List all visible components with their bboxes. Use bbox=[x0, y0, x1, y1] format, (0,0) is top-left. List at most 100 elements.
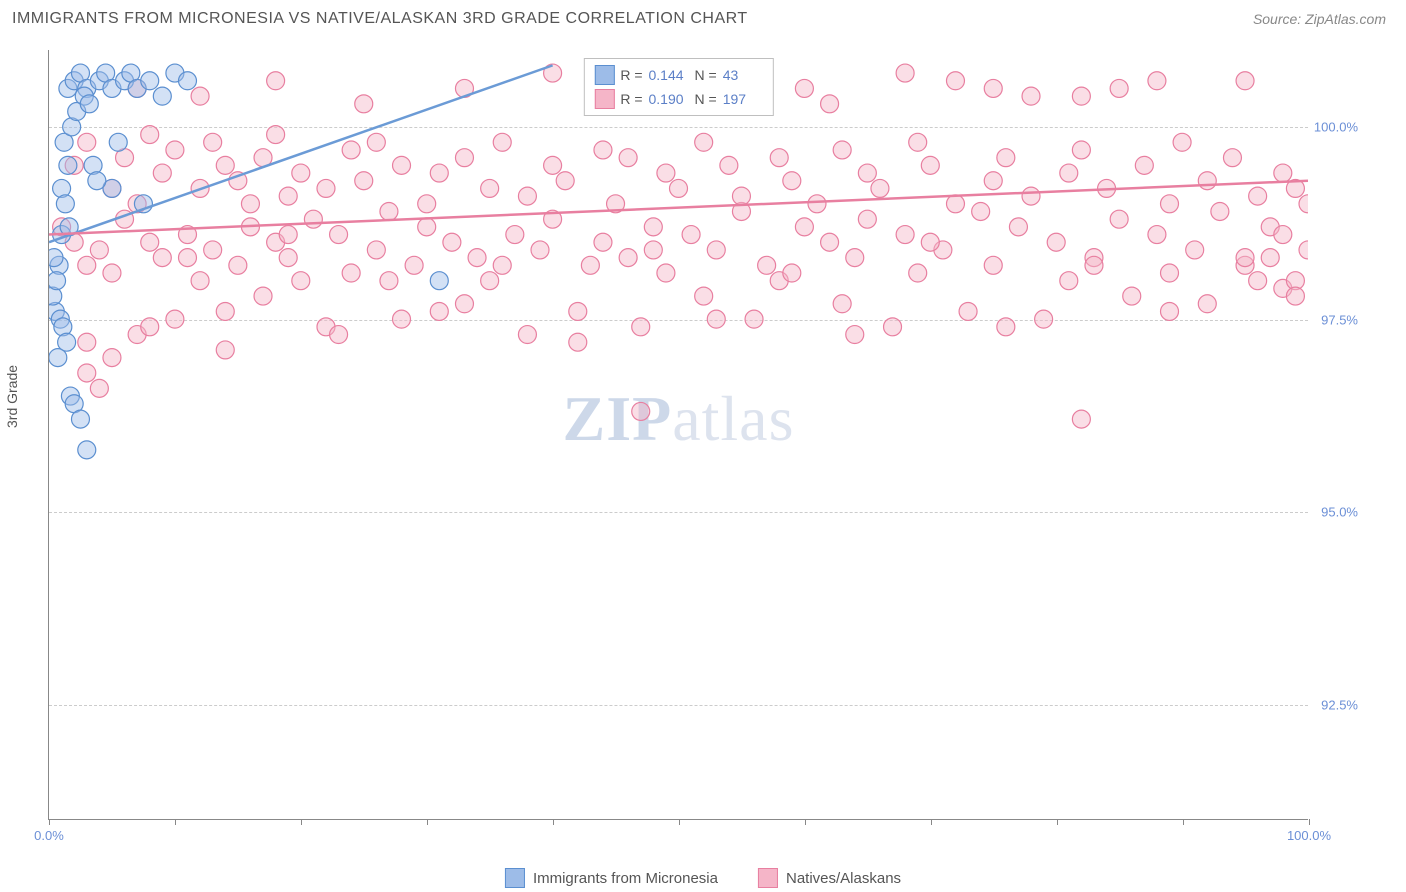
scatter-point bbox=[204, 241, 222, 259]
scatter-point bbox=[972, 203, 990, 221]
scatter-point bbox=[518, 187, 536, 205]
x-tick bbox=[679, 819, 680, 825]
scatter-point bbox=[556, 172, 574, 190]
scatter-point bbox=[1072, 410, 1090, 428]
scatter-point bbox=[216, 341, 234, 359]
scatter-point bbox=[632, 318, 650, 336]
scatter-point bbox=[821, 233, 839, 251]
scatter-point bbox=[619, 249, 637, 267]
scatter-point bbox=[178, 72, 196, 90]
scatter-point bbox=[109, 133, 127, 151]
chart-container: ZIPatlas R = 0.144 N = 43 R = 0.190 N = … bbox=[48, 50, 1358, 820]
scatter-point bbox=[405, 256, 423, 274]
scatter-point bbox=[594, 141, 612, 159]
scatter-point bbox=[141, 126, 159, 144]
scatter-point bbox=[367, 241, 385, 259]
correlation-stats-box: R = 0.144 N = 43 R = 0.190 N = 197 bbox=[583, 58, 773, 116]
scatter-point bbox=[443, 233, 461, 251]
plot-area: ZIPatlas R = 0.144 N = 43 R = 0.190 N = … bbox=[48, 50, 1308, 820]
scatter-point bbox=[279, 249, 297, 267]
scatter-point bbox=[921, 156, 939, 174]
scatter-point bbox=[1211, 203, 1229, 221]
scatter-point bbox=[946, 72, 964, 90]
scatter-point bbox=[191, 87, 209, 105]
scatter-point bbox=[254, 287, 272, 305]
x-tick bbox=[301, 819, 302, 825]
legend-item-series1: Immigrants from Micronesia bbox=[505, 868, 718, 888]
scatter-point bbox=[103, 349, 121, 367]
scatter-point bbox=[1236, 249, 1254, 267]
scatter-point bbox=[153, 164, 171, 182]
scatter-point bbox=[88, 172, 106, 190]
scatter-point bbox=[619, 149, 637, 167]
scatter-point bbox=[59, 156, 77, 174]
scatter-point bbox=[569, 302, 587, 320]
scatter-point bbox=[544, 156, 562, 174]
scatter-point bbox=[846, 326, 864, 344]
scatter-point bbox=[330, 226, 348, 244]
scatter-point bbox=[858, 164, 876, 182]
bottom-legend: Immigrants from Micronesia Natives/Alask… bbox=[505, 868, 901, 888]
scatter-point bbox=[103, 264, 121, 282]
scatter-point bbox=[216, 156, 234, 174]
scatter-point bbox=[267, 72, 285, 90]
scatter-point bbox=[1161, 264, 1179, 282]
swatch-series1 bbox=[594, 65, 614, 85]
scatter-point bbox=[1135, 156, 1153, 174]
scatter-point bbox=[531, 241, 549, 259]
scatter-point bbox=[1060, 164, 1078, 182]
scatter-point bbox=[430, 272, 448, 290]
scatter-point bbox=[49, 249, 63, 267]
scatter-point bbox=[455, 295, 473, 313]
scatter-point bbox=[141, 233, 159, 251]
scatter-point bbox=[644, 218, 662, 236]
scatter-point bbox=[267, 126, 285, 144]
scatter-plot-svg bbox=[49, 50, 1308, 819]
scatter-point bbox=[1198, 295, 1216, 313]
scatter-point bbox=[997, 149, 1015, 167]
scatter-point bbox=[1085, 256, 1103, 274]
x-tick bbox=[427, 819, 428, 825]
legend-item-series2: Natives/Alaskans bbox=[758, 868, 901, 888]
x-max-label: 100.0% bbox=[1287, 828, 1331, 843]
scatter-point bbox=[1047, 233, 1065, 251]
scatter-point bbox=[1299, 241, 1308, 259]
scatter-point bbox=[884, 318, 902, 336]
scatter-point bbox=[49, 349, 67, 367]
x-tick bbox=[805, 819, 806, 825]
y-tick-label: 100.0% bbox=[1313, 120, 1358, 135]
scatter-point bbox=[78, 256, 96, 274]
scatter-point bbox=[1186, 241, 1204, 259]
scatter-point bbox=[632, 402, 650, 420]
scatter-point bbox=[833, 141, 851, 159]
scatter-point bbox=[380, 272, 398, 290]
scatter-point bbox=[984, 79, 1002, 97]
scatter-point bbox=[795, 79, 813, 97]
scatter-point bbox=[670, 179, 688, 197]
scatter-point bbox=[430, 302, 448, 320]
scatter-point bbox=[1161, 302, 1179, 320]
scatter-point bbox=[355, 172, 373, 190]
legend-swatch-series2 bbox=[758, 868, 778, 888]
scatter-point bbox=[1022, 187, 1040, 205]
scatter-point bbox=[909, 264, 927, 282]
scatter-point bbox=[393, 310, 411, 328]
scatter-point bbox=[1198, 172, 1216, 190]
scatter-point bbox=[204, 133, 222, 151]
scatter-point bbox=[141, 72, 159, 90]
scatter-point bbox=[355, 95, 373, 113]
scatter-point bbox=[166, 310, 184, 328]
scatter-point bbox=[997, 318, 1015, 336]
scatter-point bbox=[808, 195, 826, 213]
scatter-point bbox=[80, 95, 98, 113]
scatter-point bbox=[1110, 210, 1128, 228]
scatter-point bbox=[657, 164, 675, 182]
scatter-point bbox=[695, 287, 713, 305]
chart-source: Source: ZipAtlas.com bbox=[1253, 11, 1386, 27]
scatter-point bbox=[481, 179, 499, 197]
scatter-point bbox=[342, 141, 360, 159]
scatter-point bbox=[141, 318, 159, 336]
scatter-point bbox=[418, 195, 436, 213]
scatter-point bbox=[380, 203, 398, 221]
scatter-point bbox=[49, 272, 66, 290]
